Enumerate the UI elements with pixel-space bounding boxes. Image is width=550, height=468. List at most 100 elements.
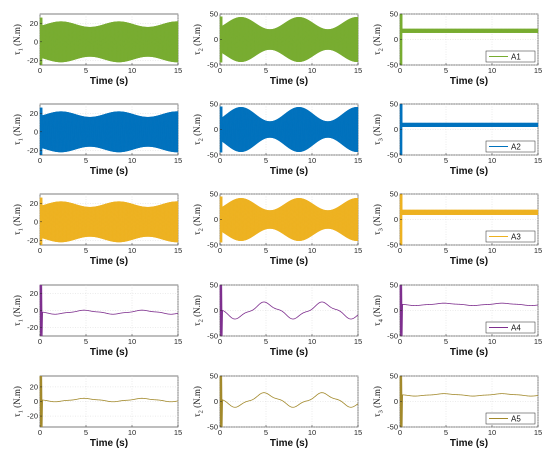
series-line: [399, 375, 539, 428]
legend: A4: [485, 321, 536, 334]
x-tick-label: 0: [398, 428, 402, 437]
y-tick-label: -50: [387, 241, 398, 250]
x-tick-label: 5: [84, 428, 88, 437]
y-axis-label-unit: (N.m): [192, 114, 202, 138]
y-tick-label: -50: [387, 151, 398, 160]
y-tick-label: 20: [30, 109, 38, 118]
x-tick-label: 10: [128, 66, 136, 75]
series-line: [399, 103, 539, 156]
y-axis-label-unit: (N.m): [12, 204, 22, 228]
x-tick-label: 5: [444, 66, 448, 75]
series-line: [399, 284, 539, 337]
y-axis-label: τ1 (N.m): [12, 386, 25, 417]
y-tick-label: 0: [34, 37, 38, 46]
y-tick-label: 20: [30, 199, 38, 208]
y-tick-label: 0: [394, 35, 398, 44]
x-axis-label: Time (s): [90, 438, 128, 449]
y-tick-label: 50: [210, 281, 218, 290]
legend-box: [485, 140, 536, 153]
x-tick-label: 15: [534, 337, 542, 346]
y-axis-label-subscript: 3: [378, 410, 385, 413]
x-tick-label: 15: [354, 156, 362, 165]
y-tick-label: -50: [387, 61, 398, 70]
legend: A3: [485, 230, 536, 243]
y-axis-label-symbol: τ: [12, 322, 22, 326]
x-tick-label: 5: [84, 66, 88, 75]
y-axis-label-unit: (N.m): [12, 386, 22, 410]
legend: A5: [485, 412, 536, 425]
y-axis-label-symbol: τ: [192, 413, 202, 417]
y-axis-label: τ3 (N.m): [372, 204, 385, 235]
x-tick-label: 0: [398, 156, 402, 165]
y-axis-label-unit: (N.m): [372, 204, 382, 228]
x-tick-label: 0: [218, 246, 222, 255]
y-axis-label-unit: (N.m): [192, 386, 202, 410]
y-axis-label-symbol: τ: [192, 51, 202, 55]
x-tick-label: 10: [488, 156, 496, 165]
y-axis-label: τ2 (N.m): [192, 204, 205, 235]
y-tick-label: 50: [390, 100, 398, 109]
x-axis-label: Time (s): [90, 256, 128, 267]
y-tick-label: 0: [214, 35, 218, 44]
x-tick-label: 0: [218, 428, 222, 437]
legend-box: [485, 50, 536, 63]
y-axis-label-unit: (N.m): [12, 114, 22, 138]
y-axis-label-subscript: 2: [198, 319, 205, 322]
series-line: [399, 193, 539, 246]
y-tick-label: 0: [394, 215, 398, 224]
series-line: [219, 375, 359, 428]
y-axis-label-subscript: 1: [18, 138, 25, 141]
y-axis-label-subscript: 2: [198, 410, 205, 413]
x-axis-label: Time (s): [450, 76, 488, 87]
y-axis-label-unit: (N.m): [12, 24, 22, 48]
y-axis-label-symbol: τ: [372, 413, 382, 417]
y-tick-label: 0: [34, 397, 38, 406]
x-tick-label: 5: [264, 246, 268, 255]
y-axis-label-symbol: τ: [372, 322, 382, 326]
y-tick-label: 20: [30, 289, 38, 298]
x-tick-label: 10: [488, 66, 496, 75]
x-tick-label: 0: [38, 337, 42, 346]
y-tick-label: 50: [390, 281, 398, 290]
x-axis-label: Time (s): [450, 438, 488, 449]
legend-label: A3: [511, 233, 521, 242]
x-tick-label: 10: [128, 428, 136, 437]
y-tick-label: -20: [27, 146, 38, 155]
y-axis-label-unit: (N.m): [372, 295, 382, 319]
x-tick-label: 10: [308, 337, 316, 346]
y-axis-label-symbol: τ: [192, 231, 202, 235]
x-axis-label: Time (s): [90, 76, 128, 87]
x-tick-label: 10: [128, 156, 136, 165]
y-axis-label-unit: (N.m): [192, 204, 202, 228]
y-axis-label-subscript: 1: [18, 228, 25, 231]
y-tick-label: 50: [390, 190, 398, 199]
y-axis-label-symbol: τ: [372, 231, 382, 235]
y-tick-label: -50: [387, 423, 398, 432]
legend-label: A4: [511, 324, 521, 333]
x-tick-label: 15: [534, 66, 542, 75]
y-tick-label: 0: [394, 125, 398, 134]
y-tick-label: 50: [210, 372, 218, 381]
x-tick-label: 5: [264, 337, 268, 346]
y-tick-label: 20: [30, 383, 38, 392]
y-axis-label-unit: (N.m): [372, 114, 382, 138]
legend-label: A1: [511, 53, 521, 62]
y-tick-label: 0: [214, 306, 218, 315]
series-line: [39, 17, 179, 66]
series-line: [219, 106, 359, 153]
y-axis-label-subscript: 4: [378, 318, 385, 322]
y-tick-label: 50: [210, 10, 218, 19]
y-axis-label: τ2 (N.m): [372, 24, 385, 55]
x-tick-label: 10: [308, 156, 316, 165]
y-tick-label: -20: [27, 236, 38, 245]
x-axis-label: Time (s): [270, 166, 308, 177]
y-axis-label-subscript: 3: [378, 228, 385, 231]
legend-box: [485, 230, 536, 243]
